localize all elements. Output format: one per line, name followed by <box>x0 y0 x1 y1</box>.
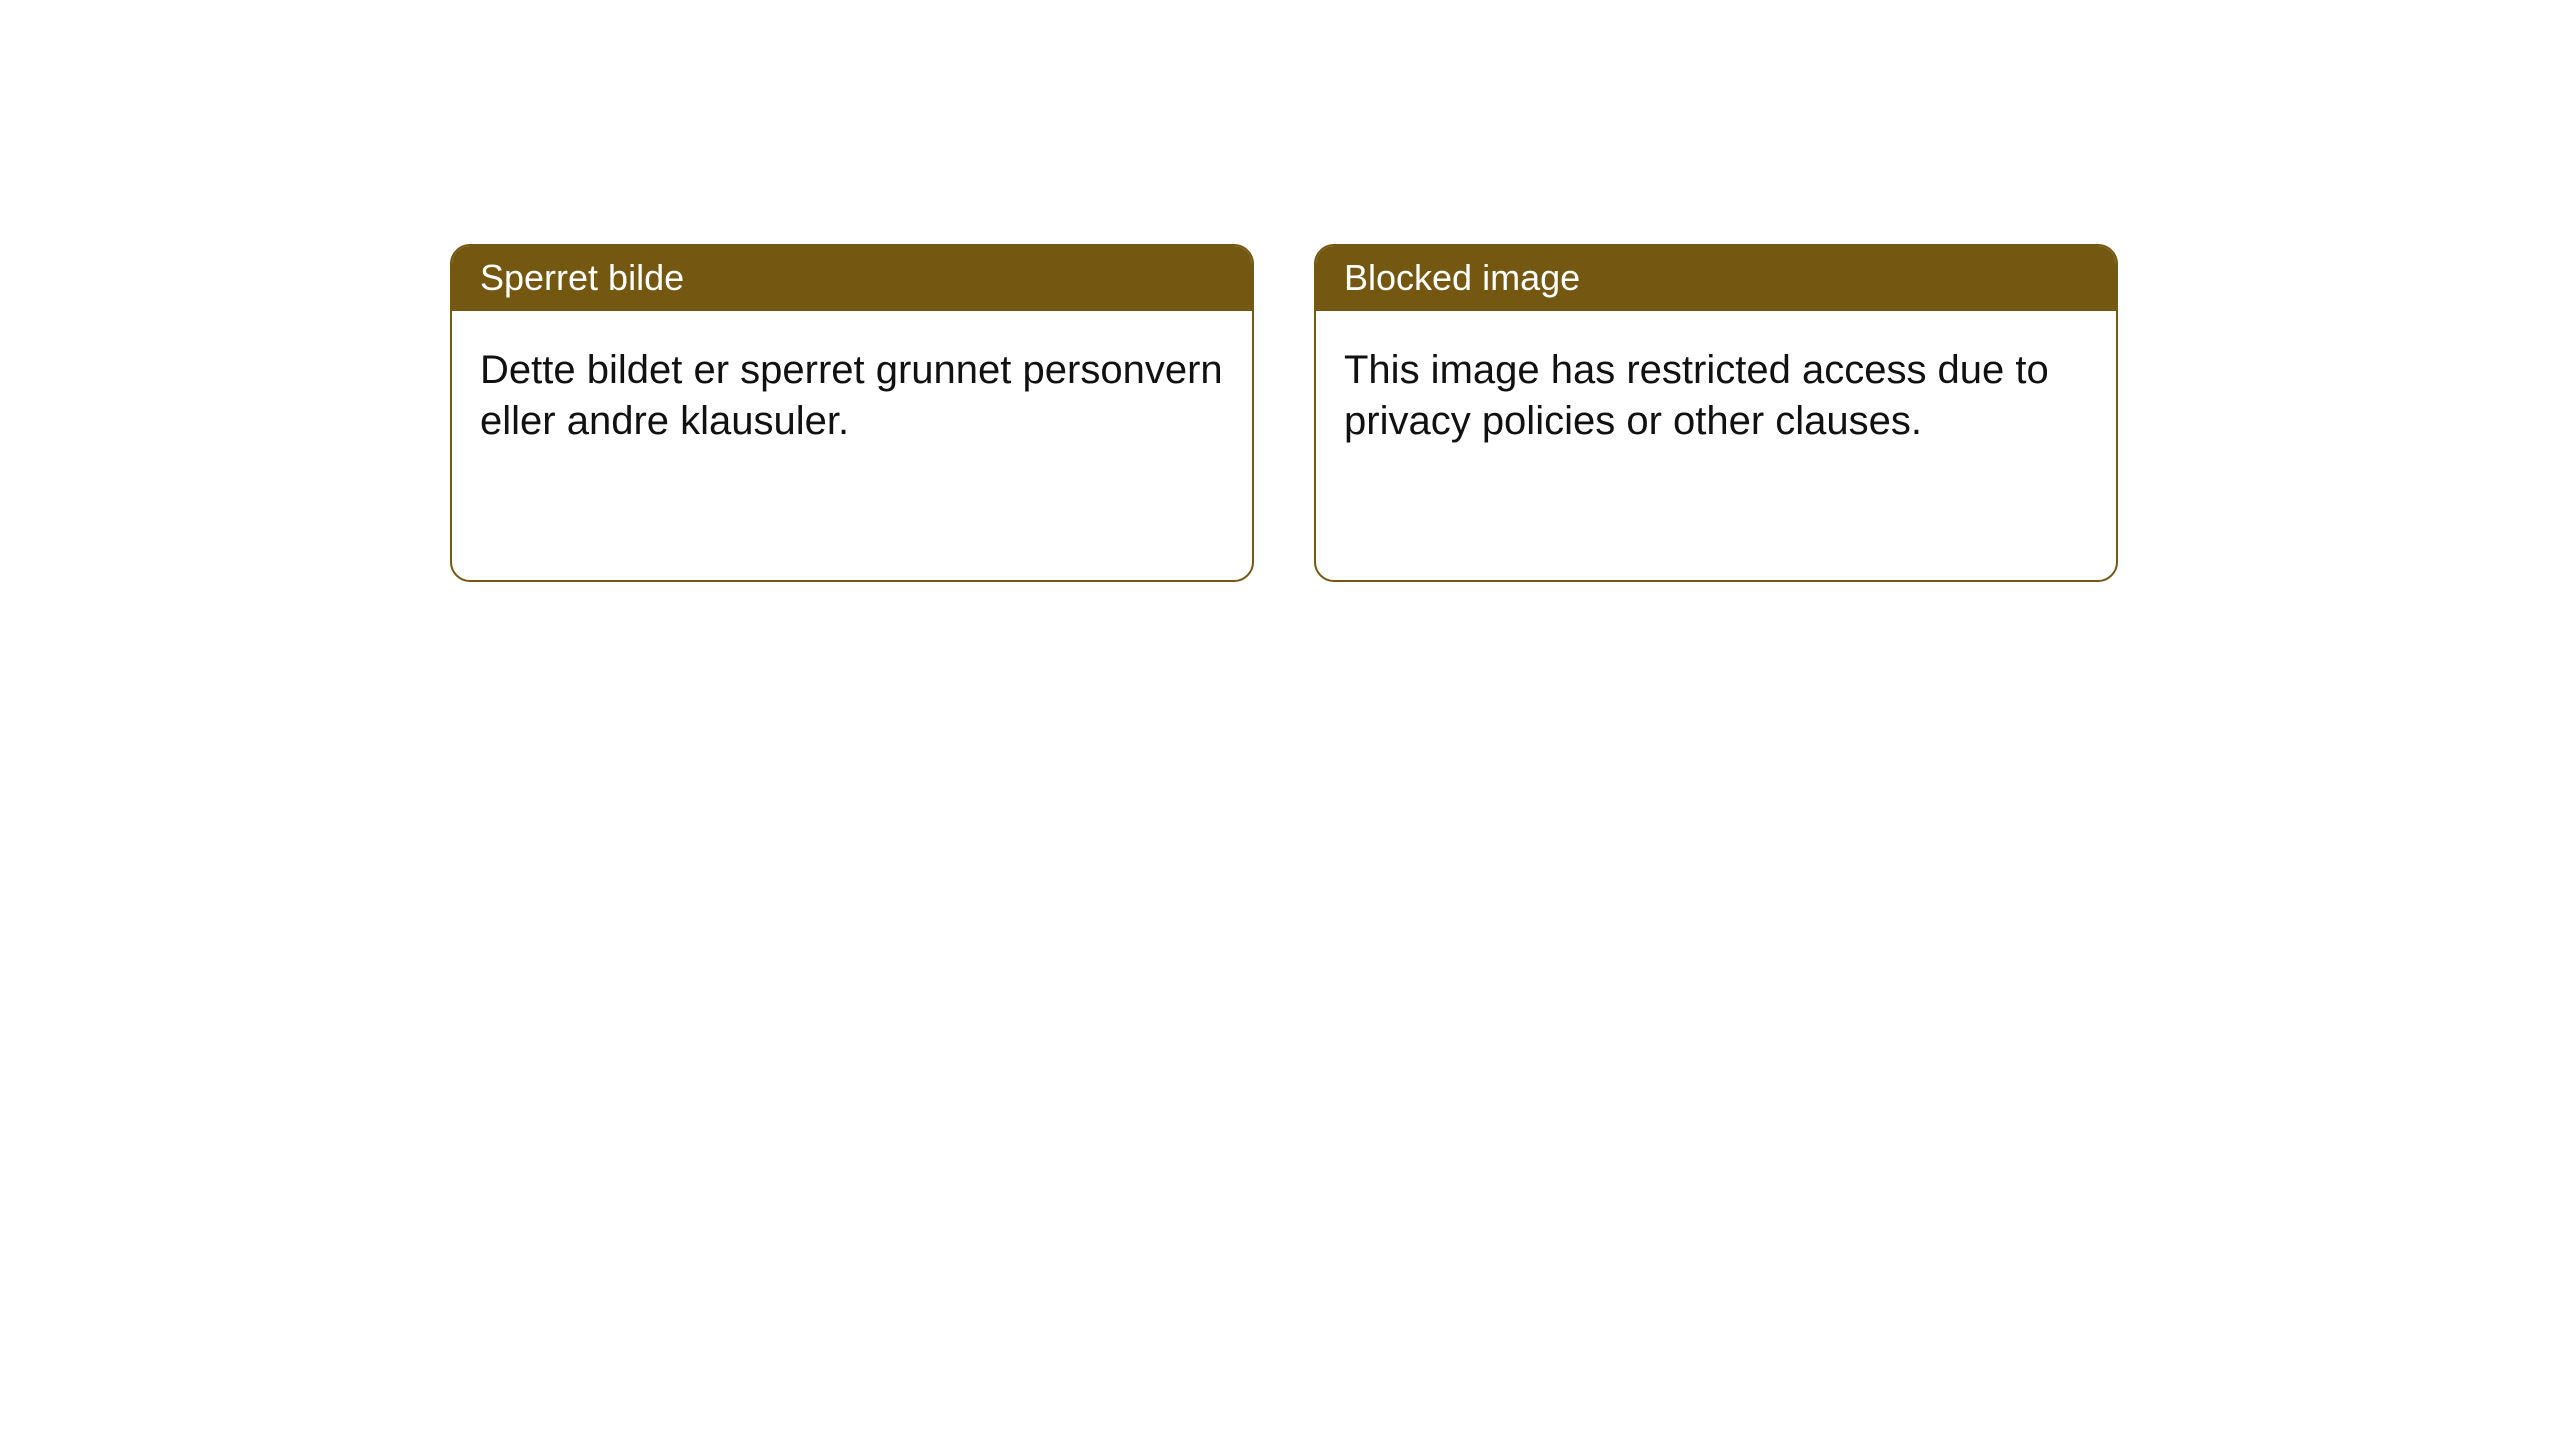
notice-container: Sperret bilde Dette bildet er sperret gr… <box>0 0 2560 582</box>
card-body-no: Dette bildet er sperret grunnet personve… <box>452 311 1252 481</box>
blocked-image-card-no: Sperret bilde Dette bildet er sperret gr… <box>450 244 1254 582</box>
blocked-image-card-en: Blocked image This image has restricted … <box>1314 244 2118 582</box>
card-body-en: This image has restricted access due to … <box>1316 311 2116 481</box>
card-title-en: Blocked image <box>1316 246 2116 311</box>
card-title-no: Sperret bilde <box>452 246 1252 311</box>
